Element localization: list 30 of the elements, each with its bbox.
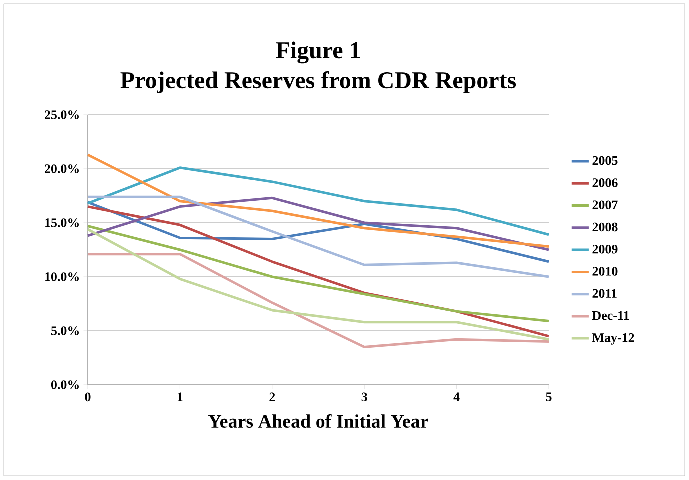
legend-label: 2005 [592,156,618,166]
line-series [86,196,550,252]
legend-label: 2008 [592,222,618,232]
x-tick-label: 3 [362,392,368,402]
y-tick-label: 25.0% [45,110,79,120]
legend-label: May-12 [592,333,634,345]
legend-label: 2011 [592,289,617,298]
chart-subtitle: Projected Reserves from CDR Reports [120,71,516,94]
x-axis-title: Years Ahead of Initial Year [208,414,428,428]
x-tick-label: 4 [454,392,460,402]
legend-label: 2007 [592,200,618,210]
line-series [86,228,550,341]
line-series [86,166,550,236]
y-tick-label: 15.0% [45,218,79,228]
y-tick-label: 0.0% [51,380,79,390]
legend-label: 2010 [592,267,618,276]
x-tick-label: 5 [546,392,552,402]
legend-label: 2006 [592,178,618,188]
y-tick-label: 20.0% [45,164,79,174]
x-tick-label: 1 [178,392,183,402]
legend-label: 2009 [592,244,618,254]
line-series [86,196,550,278]
legend-label: Dec-11 [592,311,630,320]
line-series [86,253,550,348]
chart-title: Figure 1 [276,42,360,64]
x-tick-label: 0 [85,392,91,402]
y-tick-label: 10.0% [45,272,79,282]
x-tick-label: 2 [270,392,276,402]
y-tick-label: 5.0% [51,326,79,336]
line-series [86,154,550,248]
